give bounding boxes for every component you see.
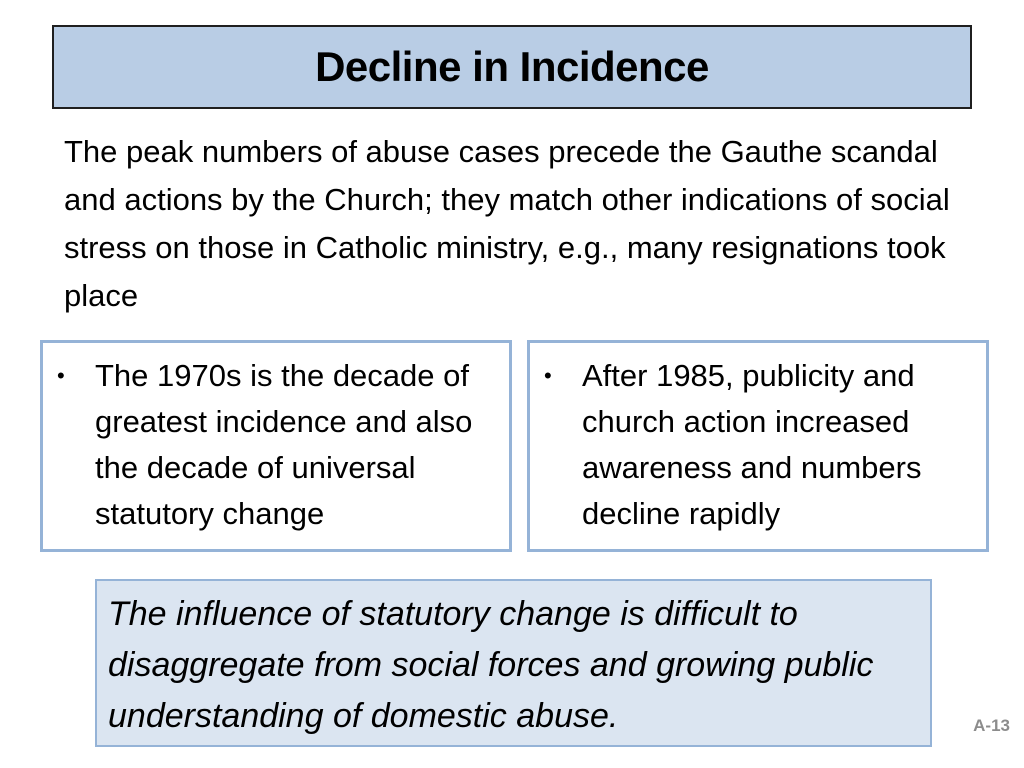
- bullet-item: • After 1985, publicity and church actio…: [542, 353, 976, 537]
- title-banner: Decline in Incidence: [52, 25, 972, 109]
- bullet-marker: •: [57, 363, 65, 388]
- conclusion-box: The influence of statutory change is dif…: [95, 579, 932, 747]
- bullet-item: • The 1970s is the decade of greatest in…: [55, 353, 499, 537]
- bullet-box-right: • After 1985, publicity and church actio…: [527, 340, 989, 552]
- intro-paragraph: The peak numbers of abuse cases precede …: [64, 134, 950, 313]
- bullet-box-left: • The 1970s is the decade of greatest in…: [40, 340, 512, 552]
- slide-number: A-13: [973, 716, 1010, 735]
- bullet-marker: •: [544, 363, 552, 388]
- bullet-text: The 1970s is the decade of greatest inci…: [95, 358, 473, 531]
- conclusion-text: The influence of statutory change is dif…: [108, 595, 874, 735]
- bullet-text: After 1985, publicity and church action …: [582, 358, 922, 531]
- slide-title: Decline in Incidence: [315, 43, 709, 90]
